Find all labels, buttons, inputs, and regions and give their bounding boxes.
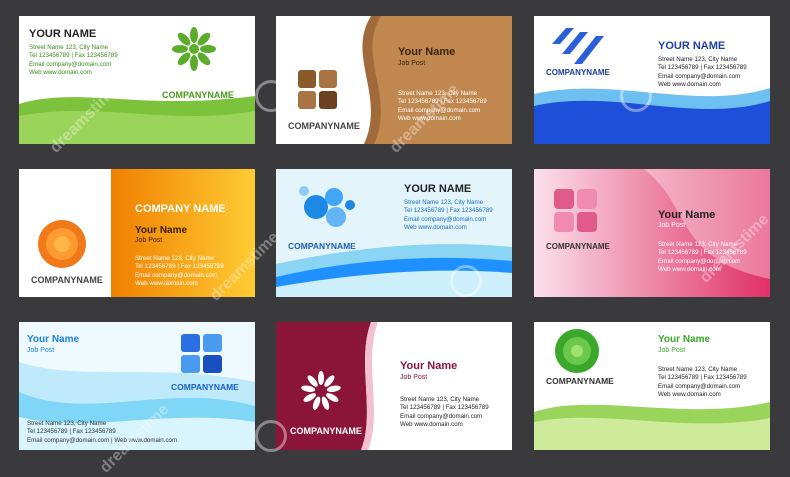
blue-blocks-logo-icon [181,334,223,374]
job-post: Job Post [135,237,163,244]
company-name: COMPANYNAME [162,90,234,100]
watermark-swirl-icon [450,265,482,297]
company-name: COMPANYNAME [546,242,610,251]
card-background-pink [534,169,770,297]
pink-squares-logo-icon [554,189,598,233]
card-background-waves [19,96,255,144]
holder-name: Your Name [398,46,456,58]
holder-name: YOUR NAME [658,40,726,52]
leaf-logo-icon [172,27,216,71]
flower-logo-icon [38,220,86,268]
squares-logo-icon [298,70,338,110]
job-post: Job Post [658,222,686,229]
company-name: COMPANYNAME [31,275,103,285]
job-post: Job Post [658,347,686,354]
company-name: COMPANYNAME [546,376,614,386]
card-background-green-wave [534,402,770,450]
business-card-1: YOUR NAME Street Name 123, City Name Tel… [19,16,255,144]
contact-info: Street Name 123, City Name Tel 123456789… [658,56,747,89]
contact-info: Street Name 123, City Name Tel 123456789… [404,199,493,232]
holder-name: Your Name [658,334,711,345]
stripes-logo-icon [552,28,604,64]
watermark-swirl-icon [255,420,287,452]
contact-info: Street Name 123, City Name Tel 123456789… [658,366,747,399]
watermark-swirl-icon [255,80,287,112]
business-card-6: COMPANYNAME Your Name Job Post Street Na… [534,169,770,297]
contact-info: Street Name 123, City Name Tel 123456789… [29,44,118,77]
holder-name: YOUR NAME [29,28,97,40]
business-card-7: Your Name Job Post COMPANYNAME Street Na… [19,322,255,450]
green-sphere-logo-icon [555,329,599,373]
company-name: COMPANYNAME [288,241,356,251]
job-post: Job Post [398,60,426,67]
contact-info: Street Name 123, City Name Tel 123456789… [658,241,747,274]
white-flower-logo-icon [301,371,341,410]
business-card-3: COMPANYNAME YOUR NAME Street Name 123, C… [534,16,770,144]
card-background-blue-wave [534,88,770,144]
card-background-maroon [276,322,378,450]
watermark-swirl-icon [620,80,652,112]
card-background-cyan-wave [19,362,255,450]
holder-name: Your Name [400,360,458,372]
holder-name: YOUR NAME [404,183,472,195]
card-background-brown [362,16,512,144]
contact-info: Street Name 123, City Name Tel 123456789… [135,255,224,288]
company-name: COMPANYNAME [546,68,610,77]
contact-info: Street Name 123, City Name Tel 123456789… [400,396,489,429]
company-name: COMPANYNAME [288,121,360,131]
company-name: COMPANYNAME [290,426,362,436]
company-headline: COMPANY NAME [135,203,226,215]
business-card-9: COMPANYNAME Your Name Job Post Street Na… [534,322,770,450]
holder-name: Your Name [135,225,188,236]
holder-name: Your Name [658,209,716,221]
job-post: Job Post [400,374,428,381]
bubbles-logo-icon [299,186,355,227]
job-post: Job Post [27,347,55,354]
business-card-8: COMPANYNAME Your Name Job Post Street Na… [276,322,512,450]
company-name: COMPANYNAME [171,382,239,392]
business-card-4: COMPANYNAME COMPANY NAME Your Name Job P… [19,169,255,297]
business-card-2: COMPANYNAME Your Name Job Post Street Na… [276,16,512,144]
contact-info: Street Name 123, City Name Tel 123456789… [27,420,178,444]
holder-name: Your Name [27,334,80,345]
card-background-orange [111,169,255,297]
contact-info: Street Name 123, City Name Tel 123456789… [398,90,487,123]
